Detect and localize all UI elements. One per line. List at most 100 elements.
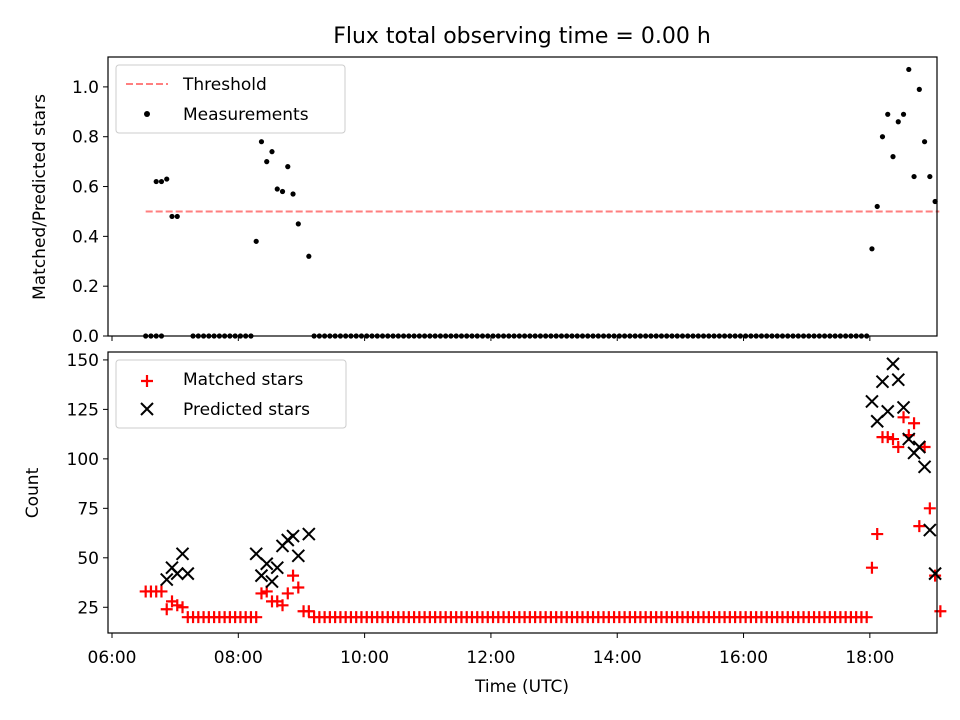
legend-predicted: Predicted stars bbox=[183, 400, 310, 420]
top-x-ticks bbox=[111, 336, 871, 341]
x-tick-label: 10:00 bbox=[340, 648, 389, 668]
bottom-legend: Matched stars Predicted stars bbox=[115, 359, 347, 429]
top-y-tick-label: 1.0 bbox=[72, 78, 99, 98]
predicted-point bbox=[181, 566, 195, 581]
matched-point bbox=[160, 603, 173, 616]
bottom-plot-marks bbox=[139, 357, 947, 624]
predicted-point bbox=[249, 547, 263, 561]
matched-point bbox=[250, 611, 263, 624]
matched-point bbox=[287, 569, 300, 582]
predicted-point bbox=[254, 568, 269, 583]
x-tick-label: 18:00 bbox=[845, 648, 894, 668]
predicted-point bbox=[917, 460, 932, 474]
x-tick-label: 16:00 bbox=[719, 648, 768, 668]
predicted-point bbox=[928, 566, 942, 581]
top-legend: Threshold Measurements bbox=[115, 64, 346, 134]
measurement-point bbox=[285, 164, 291, 170]
measurement-point bbox=[295, 221, 301, 227]
matched-point bbox=[171, 599, 184, 612]
predicted-point bbox=[160, 572, 174, 587]
measurement-point bbox=[258, 139, 265, 145]
predicted-point bbox=[886, 357, 900, 371]
top-y-tick-label: 0.8 bbox=[72, 128, 99, 148]
measurement-point bbox=[253, 238, 259, 244]
top-panel: 0.0 0.2 0.4 0.6 0.8 1.0 Matched/Predicted sta… bbox=[30, 56, 940, 347]
matched-point bbox=[913, 520, 926, 533]
predicted-point bbox=[286, 529, 300, 543]
bottom-panel: 25 50 75 100 125 150 06:00 08:00 10:00 12:00 14:0… bbox=[23, 351, 947, 697]
matched-legend-swatch bbox=[141, 375, 153, 387]
measurement-point bbox=[158, 178, 165, 185]
legend-threshold: Threshold bbox=[182, 75, 267, 95]
bottom-axes-frame bbox=[107, 351, 938, 634]
matched-point bbox=[897, 411, 910, 424]
matched-point bbox=[255, 587, 268, 600]
bottom-legend-box bbox=[115, 359, 347, 429]
matched-point bbox=[302, 605, 315, 618]
measurement-point bbox=[279, 188, 286, 195]
measurement-point bbox=[890, 154, 896, 160]
predicted-point bbox=[881, 404, 895, 419]
predicted-point bbox=[902, 432, 916, 446]
matched-point bbox=[865, 561, 878, 574]
measurement-point bbox=[911, 173, 917, 180]
x-tick-label: 14:00 bbox=[593, 648, 642, 668]
measurement-point bbox=[290, 191, 296, 197]
matched-point bbox=[881, 431, 894, 444]
measurement-point bbox=[264, 159, 270, 165]
predicted-point bbox=[875, 374, 890, 389]
predicted-point bbox=[260, 557, 274, 571]
legend-matched: Matched stars bbox=[183, 370, 303, 390]
predicted-point bbox=[891, 372, 905, 387]
top-y-tick-label: 0.6 bbox=[72, 178, 99, 198]
predicted-point bbox=[265, 574, 279, 589]
measurement-point bbox=[164, 176, 170, 182]
matched-point bbox=[155, 585, 168, 598]
matched-point bbox=[929, 569, 942, 582]
top-y-axis: 0.0 0.2 0.4 0.6 0.8 1.0 bbox=[72, 78, 108, 347]
bottom-y-tick-label: 100 bbox=[67, 450, 99, 470]
predicted-point bbox=[912, 440, 927, 454]
matched-point bbox=[923, 502, 936, 515]
matched-point bbox=[871, 528, 884, 541]
matched-point bbox=[860, 611, 873, 624]
predicted-legend-swatch bbox=[140, 402, 154, 416]
matched-point bbox=[908, 417, 921, 430]
measurement-point bbox=[169, 213, 175, 220]
bottom-x-axis: 06:00 08:00 10:00 12:00 14:00 16:00 18:00 bbox=[88, 633, 894, 668]
x-axis-label: Time (UTC) bbox=[474, 677, 569, 697]
predicted-point bbox=[270, 560, 284, 575]
matched-point bbox=[276, 599, 289, 612]
predicted-point bbox=[291, 549, 306, 563]
predicted-point bbox=[896, 400, 911, 415]
x-tick-label: 12:00 bbox=[466, 648, 515, 668]
top-y-tick-label: 0.0 bbox=[72, 327, 99, 347]
measurement-point bbox=[174, 213, 180, 220]
bottom-y-tick-label: 50 bbox=[77, 549, 99, 569]
measurement-point bbox=[306, 253, 312, 259]
top-axes-frame bbox=[107, 56, 938, 337]
top-y-tick-label: 0.4 bbox=[72, 227, 99, 247]
measurement-point bbox=[927, 173, 933, 180]
measurement-point bbox=[879, 134, 886, 140]
top-legend-box bbox=[115, 64, 346, 134]
measurement-point bbox=[269, 149, 275, 155]
measurement-point bbox=[916, 86, 922, 92]
bottom-y-tick-label: 125 bbox=[67, 400, 99, 420]
bottom-y-tick-label: 75 bbox=[77, 499, 99, 519]
matched-point bbox=[281, 587, 294, 600]
bottom-y-axis: 25 50 75 100 125 150 bbox=[67, 351, 108, 618]
measurement-point bbox=[895, 119, 901, 125]
measurement-point bbox=[906, 66, 912, 73]
measurement-point bbox=[885, 111, 891, 117]
predicted-point bbox=[175, 547, 190, 561]
bottom-y-axis-label: Count bbox=[23, 467, 43, 518]
bottom-y-tick-label: 150 bbox=[67, 351, 99, 371]
measurement-point bbox=[869, 246, 875, 252]
matched-point bbox=[892, 440, 905, 453]
measurement-point bbox=[274, 186, 280, 192]
measurement-point bbox=[900, 111, 907, 117]
chart-title: Flux total observing time = 0.00 h bbox=[333, 24, 711, 49]
predicted-point bbox=[865, 394, 879, 409]
